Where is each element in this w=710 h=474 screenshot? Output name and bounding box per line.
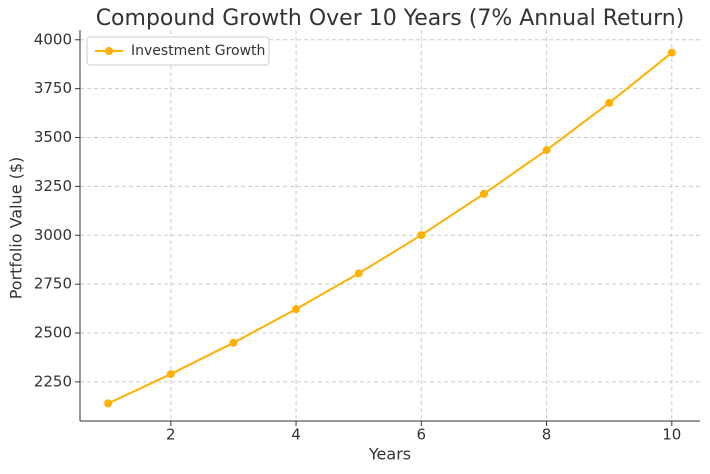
x-tick-label: 8 xyxy=(542,426,552,444)
y-tick-label: 2250 xyxy=(34,372,72,390)
y-tick-label: 2750 xyxy=(34,275,72,293)
data-point xyxy=(166,370,175,379)
data-point xyxy=(354,269,363,278)
y-tick-label: 2500 xyxy=(34,324,72,342)
legend-label: Investment Growth xyxy=(131,43,265,59)
x-tick-label: 6 xyxy=(417,426,427,444)
chart-title: Compound Growth Over 10 Years (7% Annual… xyxy=(96,6,685,31)
data-line xyxy=(107,51,673,405)
x-tick-label: 2 xyxy=(166,426,176,444)
data-point xyxy=(104,399,113,408)
data-point xyxy=(667,48,676,57)
legend-marker xyxy=(105,47,113,55)
y-axis-label: Portfolio Value ($) xyxy=(7,157,26,300)
data-point xyxy=(417,231,426,240)
x-tick-label: 4 xyxy=(291,426,301,444)
data-point xyxy=(292,305,301,314)
y-tick-label: 3750 xyxy=(34,79,72,97)
y-tick-label: 3000 xyxy=(34,226,72,244)
data-point xyxy=(542,146,551,155)
y-tick-label: 3250 xyxy=(34,177,72,195)
y-tick-label: 3500 xyxy=(34,128,72,146)
y-tick-label: 4000 xyxy=(34,30,72,48)
legend xyxy=(86,36,270,66)
x-axis-label: Years xyxy=(368,445,411,464)
x-tick-label: 10 xyxy=(662,426,681,444)
data-point xyxy=(229,338,238,347)
data-point xyxy=(479,189,488,198)
data-point xyxy=(605,98,614,107)
